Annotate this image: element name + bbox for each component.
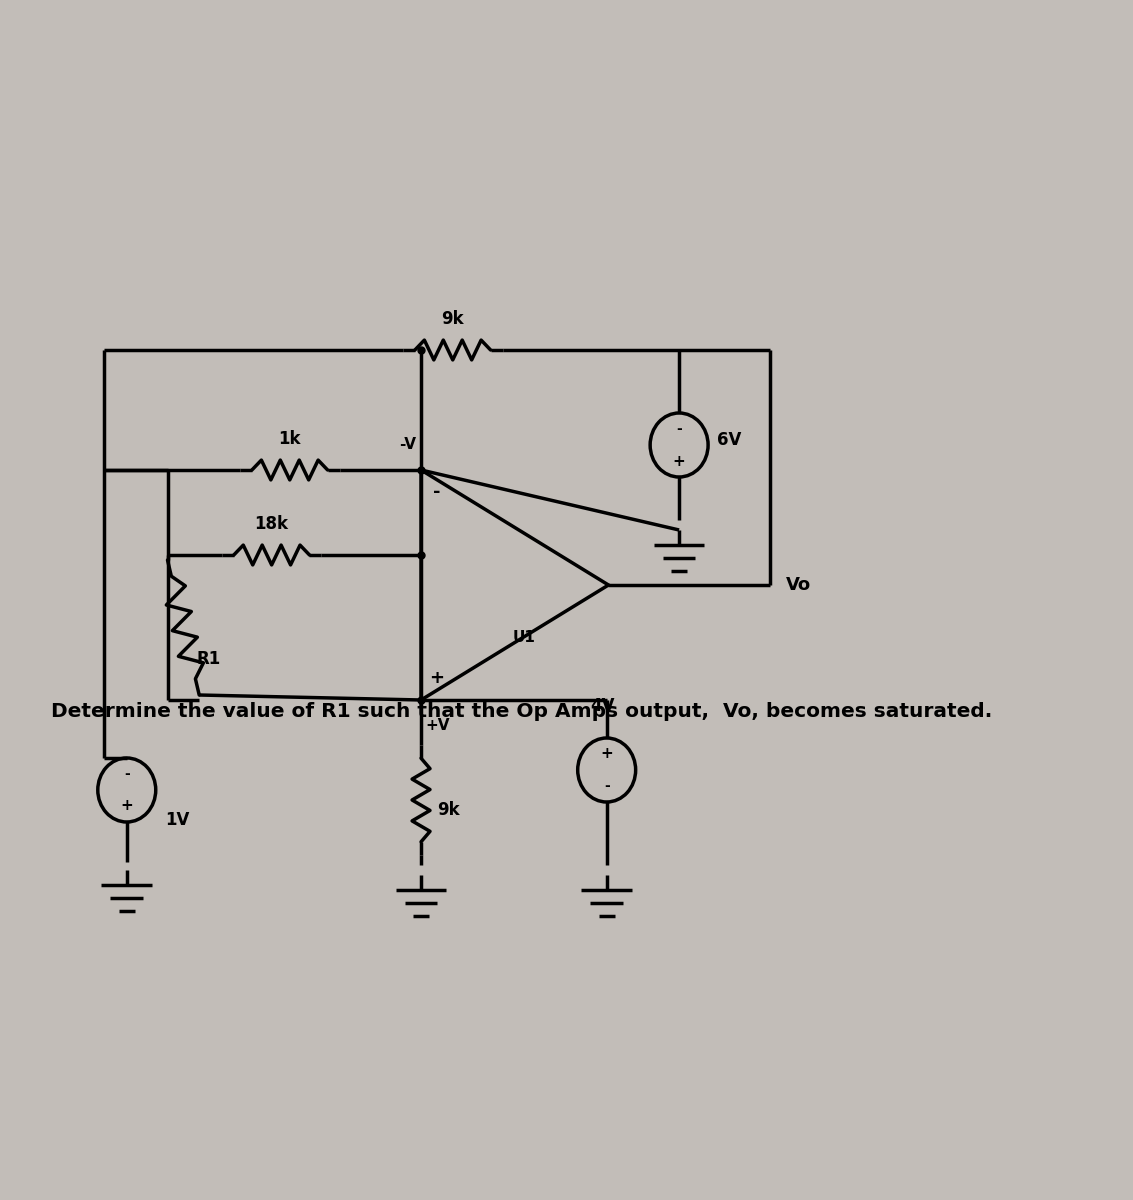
Text: +: + [600, 746, 613, 762]
Text: U1: U1 [512, 630, 535, 646]
Text: -: - [433, 482, 441, 502]
Text: 1k: 1k [279, 430, 301, 448]
Text: -V: -V [400, 437, 417, 452]
Text: -: - [676, 422, 682, 436]
Text: 6V: 6V [717, 431, 741, 449]
Text: +: + [673, 454, 685, 468]
Text: 4V: 4V [590, 697, 614, 715]
Text: +V: +V [426, 718, 450, 733]
Text: -: - [123, 767, 129, 781]
Text: R1: R1 [197, 649, 221, 667]
Text: -: - [604, 779, 610, 793]
Text: Determine the value of R1 such that the Op Amps output,  Vo, becomes saturated.: Determine the value of R1 such that the … [51, 702, 993, 721]
Text: 18k: 18k [255, 515, 289, 533]
Text: +: + [429, 670, 444, 686]
Text: 1V: 1V [164, 811, 189, 829]
Text: 9k: 9k [437, 802, 460, 818]
Text: 9k: 9k [442, 310, 465, 328]
Text: Vo: Vo [786, 576, 811, 594]
Text: +: + [120, 798, 134, 814]
